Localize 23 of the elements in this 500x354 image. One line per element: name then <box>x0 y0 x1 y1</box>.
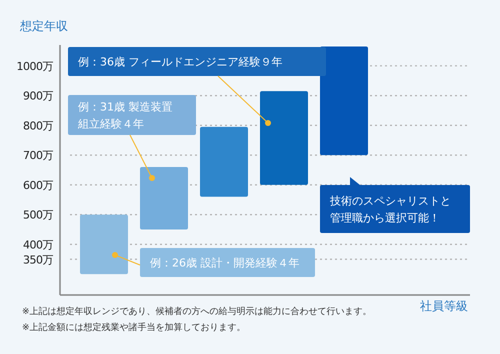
bar <box>80 214 128 274</box>
note-box: 例：26歳 設計・開発経験４年 <box>140 248 315 277</box>
note-box: 例：31歳 製造装置組立経験４年 <box>68 95 196 135</box>
text: ※上記は想定年収レンジであり、候補者の方への給与明示は能力に合わせて行います。 <box>22 306 372 317</box>
y-tick-label: 900万 <box>23 90 54 103</box>
bar <box>200 126 248 197</box>
y-tick-label: 600万 <box>23 178 54 192</box>
bar <box>140 167 188 230</box>
y-tick-label: 500万 <box>23 208 54 222</box>
y-tick-label: 1000万 <box>16 60 54 73</box>
y-tick-label: 400万 <box>23 238 54 252</box>
bar <box>260 91 308 185</box>
annotation: 例：31歳 製造装置組立経験４年 <box>77 100 172 130</box>
y-tick-label: 800万 <box>23 119 54 132</box>
y-tick-label: 700万 <box>23 149 54 162</box>
text: ※上記金額には想定残業や諸手当を加算しております。 <box>22 322 246 333</box>
text: 社員等級 <box>420 299 468 313</box>
annotation: 例：36歳 フィールドエンジニア経験９年 <box>78 56 282 68</box>
note-box: 例：36歳 フィールドエンジニア経験９年 <box>68 47 326 76</box>
bar <box>320 46 368 156</box>
annotation: 例：26歳 設計・開発経験４年 <box>150 256 300 270</box>
y-axis-title: 想定年収 <box>19 19 68 33</box>
y-tick-label: 350万 <box>23 253 54 266</box>
